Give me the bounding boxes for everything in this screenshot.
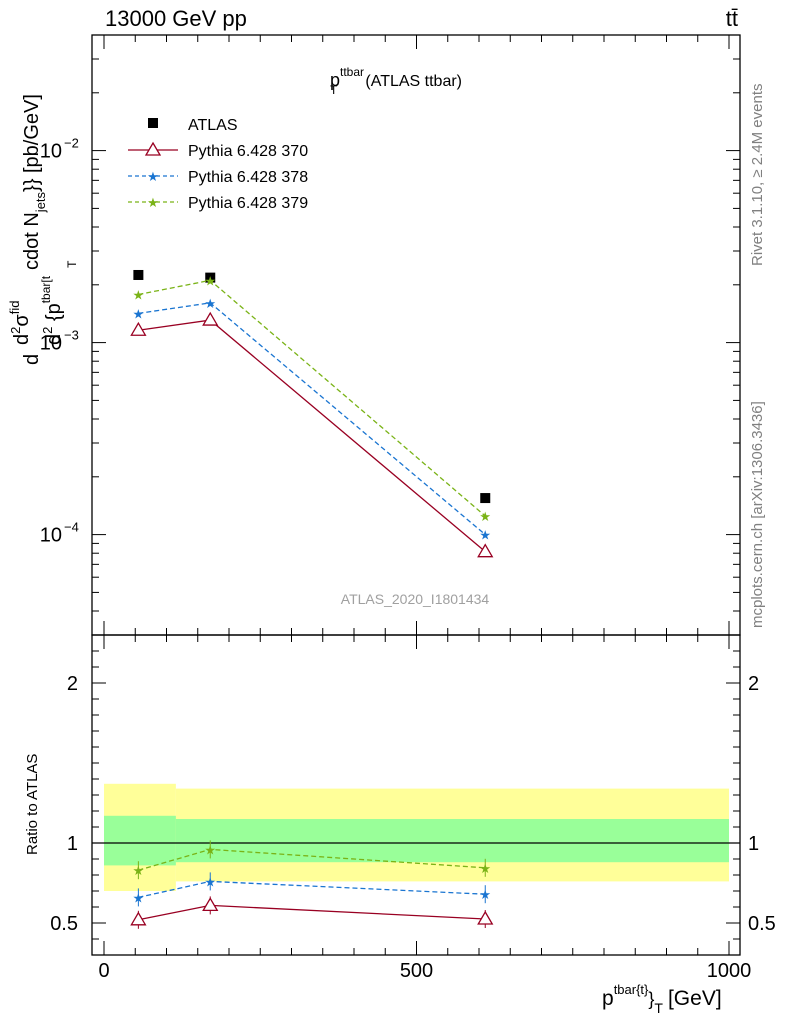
plot-title-sup: ttbar bbox=[340, 65, 364, 79]
xlabel-sup: tbar{t} bbox=[614, 982, 649, 997]
ylabel-d2sigma: d bbox=[11, 334, 33, 345]
ylabel-sup2: 2 bbox=[8, 327, 23, 334]
x-axis-label: ptbar{t}}T [GeV] bbox=[602, 982, 722, 1016]
y-tick-label: 10 bbox=[40, 525, 62, 547]
x-tick-label: 1000 bbox=[707, 960, 752, 982]
ratio-point-star-1: ★ bbox=[133, 890, 145, 905]
ratio-line-1 bbox=[138, 880, 486, 899]
ratio-point-pythia-370 bbox=[202, 897, 219, 912]
data-point-atlas bbox=[205, 272, 216, 283]
y-tick-label: 10 bbox=[40, 333, 62, 355]
main-axis-ticks: 10−210−310−4 bbox=[40, 34, 740, 636]
data-point-atlas bbox=[133, 269, 144, 280]
ylabel-brace: {p bbox=[43, 303, 65, 326]
data-point-star-2: ★ bbox=[479, 528, 491, 543]
ratio-y-tick-label-right: 2 bbox=[748, 673, 759, 695]
legend-entry-atlas: ATLAS bbox=[148, 117, 238, 134]
plot-title-sub: T bbox=[330, 83, 338, 97]
data-point-star-3: ★ bbox=[133, 288, 145, 303]
ratio-point-star-2: ★ bbox=[479, 861, 491, 876]
main-plot-marks: ★ ★ ★ ★ ★ ★ bbox=[130, 269, 494, 558]
legend-label-pythia-370: Pythia 6.428 370 bbox=[188, 143, 308, 160]
svg-text:cdot Njets}} [pb/GeV]: cdot Njets}} [pb/GeV] bbox=[21, 94, 48, 270]
legend-entry-pythia-378: ★ Pythia 6.428 378 bbox=[128, 169, 308, 186]
ylabel-p-sup: tbar[t bbox=[39, 275, 53, 303]
ratio-y-axis-label: Ratio to ATLAS bbox=[24, 754, 41, 855]
ratio-line-0 bbox=[138, 904, 486, 921]
ylabel-tail: }} [pb/GeV] bbox=[21, 94, 43, 192]
legend-marker-pythia-370 bbox=[144, 141, 162, 156]
ylabel-d2p-sup: 2 bbox=[40, 327, 55, 334]
legend: ATLAS Pythia 6.428 370 ★ Pythia 6.428 37… bbox=[128, 117, 308, 212]
legend-marker-pythia-378: ★ bbox=[147, 169, 159, 184]
plot-title-rest: (ATLAS ttbar) bbox=[365, 73, 462, 90]
svg-text:d: d bbox=[21, 354, 43, 365]
ratio-axis-ticks: 0.5 0.5 1 1 2 2 0 500 1000 bbox=[50, 634, 776, 982]
ylabel-jets-sub: jets bbox=[33, 191, 48, 213]
data-point-atlas bbox=[480, 493, 491, 504]
process-label: tt̄ bbox=[726, 6, 738, 31]
ratio-y-tick-label-left: 2 bbox=[67, 673, 78, 695]
y-tick-label: 10 bbox=[40, 141, 62, 163]
legend-label-atlas: ATLAS bbox=[188, 117, 238, 134]
green-band-0 bbox=[104, 815, 176, 866]
series-line-2 bbox=[138, 302, 486, 536]
rivet-label: Rivet 3.1.10, ≥ 2.4M events bbox=[749, 84, 766, 267]
plot-title: pttbar T (ATLAS ttbar) bbox=[330, 65, 462, 97]
legend-label-pythia-379: Pythia 6.428 379 bbox=[188, 195, 308, 212]
svg-text:d2σfid: d2σfid bbox=[7, 301, 33, 345]
legend-entry-pythia-370: Pythia 6.428 370 bbox=[128, 141, 308, 160]
ylabel-cdot: cdot N bbox=[21, 212, 43, 270]
green-band-1 bbox=[175, 819, 729, 863]
ratio-plot-marks: ★ ★ ★ ★ ★ ★ bbox=[130, 840, 494, 929]
ratio-y-tick-label-left: 1 bbox=[67, 833, 78, 855]
energy-label: 13000 GeV pp bbox=[105, 6, 247, 31]
mcplots-label: mcplots.cern.ch [arXiv:1306.3436] bbox=[749, 401, 766, 628]
y-tick-exponent: −3 bbox=[64, 328, 79, 343]
legend-entry-pythia-379: ★ Pythia 6.428 379 bbox=[128, 195, 308, 212]
xlabel-main: p bbox=[602, 987, 614, 1010]
analysis-watermark: ATLAS_2020_I1801434 bbox=[341, 591, 490, 607]
data-point-star-3: ★ bbox=[204, 273, 216, 288]
x-tick-label: 0 bbox=[98, 960, 109, 982]
series-line-1 bbox=[138, 319, 486, 553]
series-line-3 bbox=[138, 279, 486, 517]
xlabel-sub: T bbox=[654, 1000, 663, 1016]
y-tick-exponent: −4 bbox=[64, 520, 79, 535]
data-point-star-2: ★ bbox=[204, 296, 216, 311]
ratio-point-star-1: ★ bbox=[204, 874, 216, 889]
ratio-point-star-2: ★ bbox=[133, 863, 145, 878]
legend-marker-pythia-379: ★ bbox=[147, 195, 159, 210]
ratio-y-tick-label-left: 0.5 bbox=[50, 913, 78, 935]
ratio-uncertainty-bands bbox=[92, 783, 740, 891]
y-tick-exponent: −2 bbox=[64, 136, 79, 151]
main-y-axis-label: d d2σfid d2 {ptbar[tT cdot Njets}} [pb/G… bbox=[7, 94, 79, 365]
ratio-point-star-2: ★ bbox=[204, 842, 216, 857]
ylabel-d: d bbox=[21, 354, 43, 365]
legend-label-pythia-378: Pythia 6.428 378 bbox=[188, 169, 308, 186]
legend-marker-atlas bbox=[148, 118, 158, 128]
ylabel-d2p: d bbox=[43, 334, 65, 345]
xlabel-brace: } bbox=[648, 989, 654, 1009]
svg-text:d2 {ptbar[tT: d2 {ptbar[t T bbox=[39, 260, 79, 345]
ylabel-p-sub: T bbox=[65, 260, 79, 268]
data-point-star-3: ★ bbox=[479, 509, 491, 524]
xlabel-unit: [GeV] bbox=[668, 987, 722, 1010]
ratio-y-tick-label-right: 1 bbox=[748, 833, 759, 855]
x-tick-label: 500 bbox=[400, 960, 433, 982]
ratio-point-star-1: ★ bbox=[479, 887, 491, 902]
ylabel-sigma: σ bbox=[11, 314, 33, 327]
ratio-y-tick-label-right: 0.5 bbox=[748, 913, 776, 935]
ylabel-sigma-sup: fid bbox=[7, 301, 22, 315]
data-point-star-2: ★ bbox=[133, 306, 145, 321]
data-point-pythia-370 bbox=[130, 321, 147, 336]
ratio-point-pythia-370 bbox=[130, 911, 147, 926]
plot-title-main: p bbox=[330, 70, 340, 90]
data-point-pythia-370 bbox=[477, 543, 494, 558]
ratio-point-pythia-370 bbox=[477, 910, 494, 925]
data-point-pythia-370 bbox=[202, 311, 219, 326]
